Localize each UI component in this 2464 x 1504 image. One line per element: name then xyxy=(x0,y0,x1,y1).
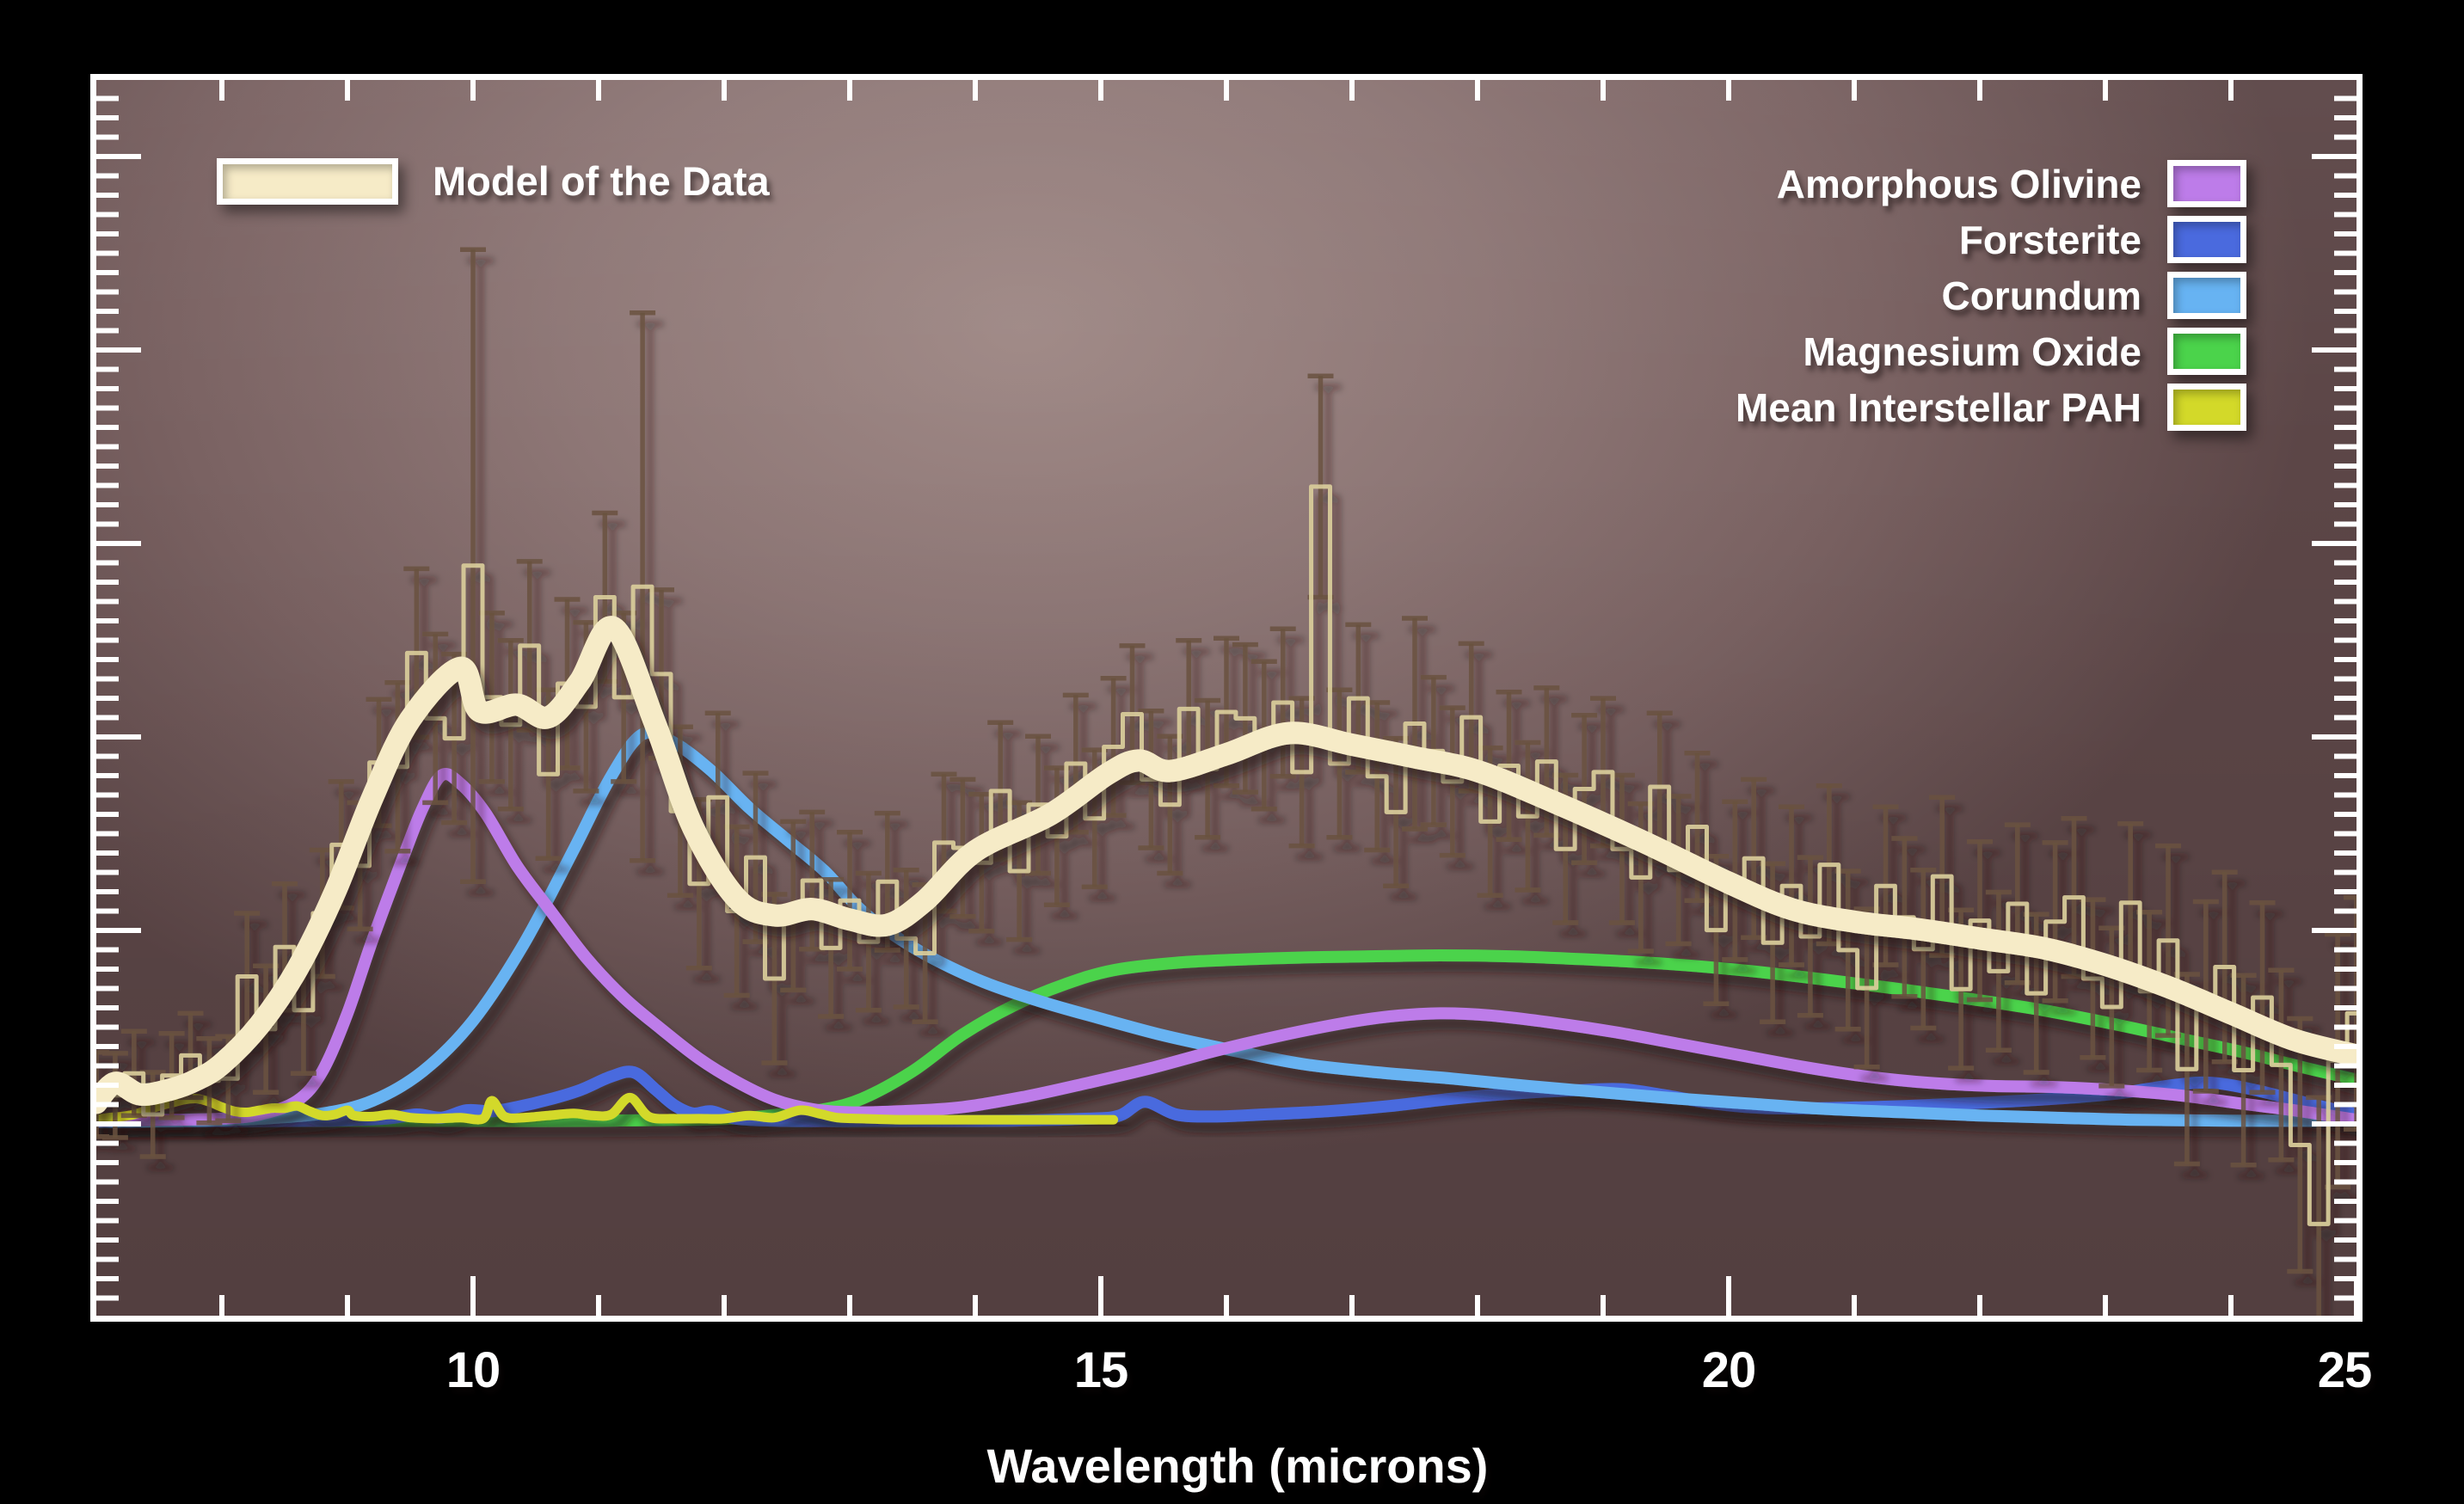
legend-item-magnesium-oxide: Magnesium Oxide xyxy=(1803,328,2246,375)
legend-item-amorphous-olivine: Amorphous Olivine xyxy=(1777,160,2246,207)
x-tick-label-25: 25 xyxy=(2317,1342,2373,1398)
curves-layer xyxy=(96,247,2356,1316)
legend-label: Amorphous Olivine xyxy=(1776,161,2141,206)
legend-item-corundum: Corundum xyxy=(1941,272,2246,319)
series-amorphous-olivine xyxy=(96,768,2356,1127)
x-tick-label-10: 10 xyxy=(445,1342,501,1398)
series-corundum xyxy=(96,726,2356,1128)
legend-label: Corundum xyxy=(1941,273,2141,318)
legend-label: Forsterite xyxy=(1958,217,2141,262)
legend-label: Mean Interstellar PAH xyxy=(1735,384,2141,430)
model-legend-swatch xyxy=(217,157,398,205)
legend-item-forsterite: Forsterite xyxy=(1959,216,2246,263)
legend-swatch-corundum xyxy=(2167,272,2246,319)
x-axis-title: Wavelength (microns) xyxy=(986,1439,1489,1493)
data-error-caps xyxy=(96,247,2356,1274)
series-model-of-the-data xyxy=(96,616,2356,1114)
series-magnesium-oxide xyxy=(96,949,2356,1127)
legend-model: Model of the Data xyxy=(217,157,770,205)
observed-data-group xyxy=(96,247,2356,1316)
axes-frame xyxy=(90,74,2363,1322)
legend-label: Magnesium Oxide xyxy=(1803,328,2141,374)
x-tick-label-15: 15 xyxy=(1073,1342,1129,1398)
plot-border xyxy=(90,74,2363,1322)
x-tick-label-20: 20 xyxy=(1701,1342,1757,1398)
data-step-histogram xyxy=(96,484,2356,1226)
series-forsterite xyxy=(96,1065,2356,1128)
legend-swatch-magnesium-oxide xyxy=(2167,328,2246,375)
axis-ticks xyxy=(96,80,2359,1316)
legend-swatch-mean-interstellar-pah xyxy=(2167,384,2246,431)
model-legend-label: Model of the Data xyxy=(433,158,770,204)
legend-item-mean-interstellar-pah: Mean Interstellar PAH xyxy=(1736,384,2246,431)
legend-swatch-forsterite xyxy=(2167,216,2246,263)
legend-swatch-amorphous-olivine xyxy=(2167,160,2246,207)
